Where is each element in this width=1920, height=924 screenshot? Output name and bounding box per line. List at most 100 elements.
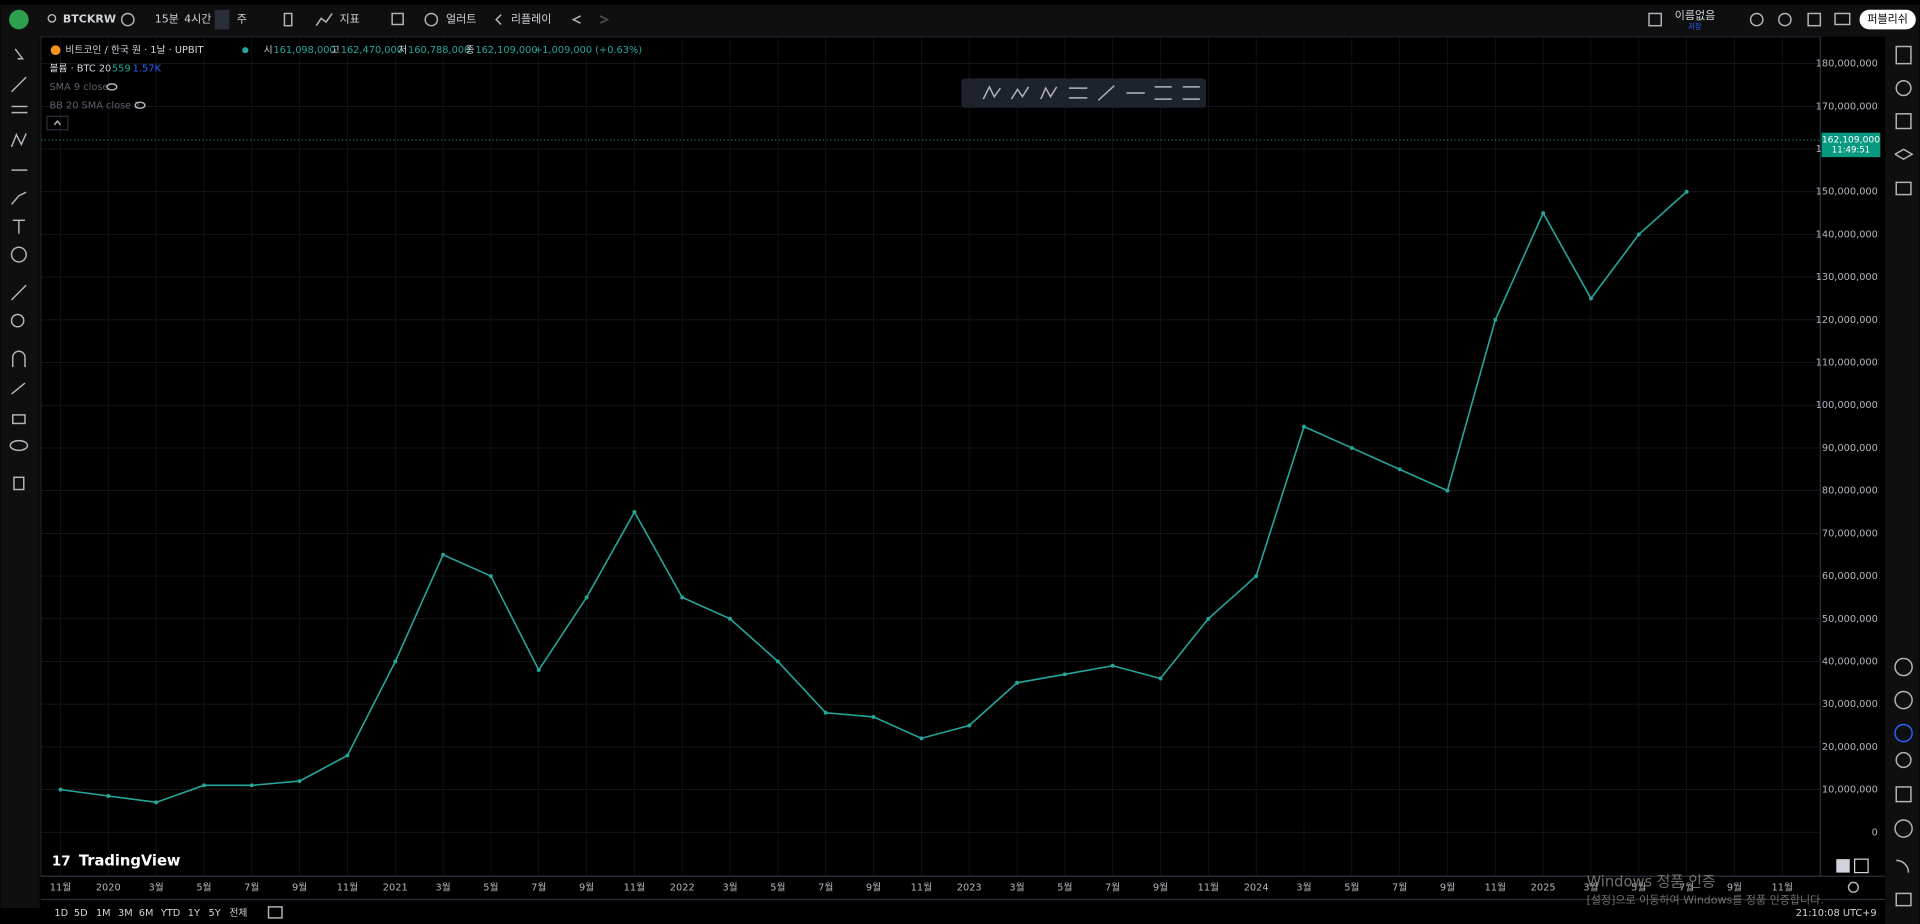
data-window[interactable] bbox=[1895, 113, 1912, 130]
redo[interactable] bbox=[599, 15, 610, 24]
explore[interactable] bbox=[1895, 751, 1912, 769]
x-tick-label: 2022 bbox=[670, 882, 695, 893]
settings-icon[interactable] bbox=[1778, 12, 1792, 27]
auto-scale[interactable] bbox=[1836, 859, 1850, 873]
range-button[interactable]: 전체 bbox=[229, 907, 247, 919]
price-point bbox=[1206, 616, 1211, 621]
market-status bbox=[242, 47, 249, 54]
range-button[interactable]: YTD bbox=[160, 908, 180, 919]
undo[interactable] bbox=[571, 15, 581, 24]
sma-indicator[interactable]: SMA 9 close bbox=[49, 82, 108, 93]
price-point bbox=[488, 574, 493, 579]
alerts[interactable] bbox=[1895, 80, 1912, 97]
y-tick-label: 180,000,000 bbox=[1816, 59, 1878, 70]
alert-button[interactable]: 얼러트 bbox=[446, 12, 476, 26]
left-toolbar bbox=[0, 36, 40, 909]
price-point bbox=[967, 723, 972, 728]
interval[interactable]: 주 bbox=[237, 13, 247, 26]
brush-tool[interactable] bbox=[10, 191, 27, 205]
x-tick-label: 9월 bbox=[292, 881, 307, 893]
x-tick-label: 7월 bbox=[818, 881, 833, 893]
layout-checkbox[interactable] bbox=[1648, 12, 1662, 27]
x-tick-label: 11월 bbox=[911, 881, 932, 893]
close-value: 162,109,000 bbox=[475, 45, 537, 56]
price-point bbox=[1445, 488, 1450, 493]
notifications[interactable] bbox=[1895, 892, 1912, 907]
tool[interactable] bbox=[1097, 85, 1115, 101]
cursor-tool[interactable] bbox=[14, 48, 25, 60]
layout-icon[interactable] bbox=[391, 12, 404, 26]
collapse-legend[interactable] bbox=[46, 115, 69, 131]
emoji-tool[interactable] bbox=[10, 246, 27, 263]
clock: 21:10:08 UTC+9 bbox=[1796, 908, 1877, 919]
date-range-icon[interactable] bbox=[267, 906, 283, 919]
chat[interactable] bbox=[1895, 181, 1912, 196]
log-scale[interactable] bbox=[1854, 858, 1869, 874]
tool[interactable] bbox=[1010, 86, 1030, 100]
magnet-tool[interactable] bbox=[12, 350, 26, 368]
sma-visibility[interactable] bbox=[106, 83, 118, 91]
avatar[interactable] bbox=[9, 9, 29, 30]
logo-mark: 17 bbox=[52, 855, 71, 870]
tool[interactable] bbox=[982, 85, 1001, 100]
range-button[interactable]: 6M bbox=[139, 908, 154, 919]
floating-tools bbox=[982, 85, 1200, 101]
publish-button[interactable] bbox=[1859, 9, 1916, 30]
apps[interactable] bbox=[1894, 690, 1913, 710]
interval[interactable]: 15분 bbox=[155, 13, 179, 26]
layout-name[interactable]: 이름없음 bbox=[1675, 9, 1715, 22]
interval-active[interactable] bbox=[214, 9, 230, 30]
low-value: 160,788,000 bbox=[408, 45, 470, 56]
snapshot-icon[interactable] bbox=[1834, 12, 1851, 26]
y-tick-label: 30,000,000 bbox=[1822, 699, 1878, 710]
range-button[interactable]: 1Y bbox=[188, 908, 200, 919]
stay-in-drawing[interactable] bbox=[11, 382, 26, 395]
calendar[interactable] bbox=[1895, 786, 1912, 803]
save-status[interactable]: 저장 bbox=[1688, 22, 1702, 31]
y-tick-label: 140,000,000 bbox=[1816, 229, 1878, 240]
x-tick-label: 9월 bbox=[1153, 881, 1168, 893]
delete-tool[interactable] bbox=[13, 476, 25, 491]
x-tick-label: 11월 bbox=[1485, 881, 1506, 893]
range-button[interactable]: 1M bbox=[96, 908, 111, 919]
open-label: 시 bbox=[264, 45, 273, 56]
range-button[interactable]: 3M bbox=[118, 908, 133, 919]
zoom-tool[interactable] bbox=[10, 313, 25, 328]
indicators-button[interactable]: 지표 bbox=[340, 13, 360, 26]
watchlist[interactable] bbox=[1895, 45, 1912, 65]
add-symbol[interactable] bbox=[120, 12, 135, 27]
y-tick-label: 60,000,000 bbox=[1822, 571, 1878, 582]
change-value: +1,009,000 (+0.63%) bbox=[534, 45, 642, 56]
ruler-tool[interactable] bbox=[11, 284, 27, 301]
bb-visibility[interactable] bbox=[134, 101, 146, 110]
lock-tool[interactable] bbox=[12, 414, 26, 425]
interval[interactable]: 4시간 bbox=[184, 13, 211, 26]
price-point bbox=[1684, 189, 1689, 194]
grid-menu[interactable] bbox=[1894, 819, 1913, 838]
price-point bbox=[1302, 424, 1306, 429]
symbol[interactable]: BTCKRW bbox=[63, 13, 116, 26]
translate[interactable] bbox=[1894, 657, 1913, 677]
range-button[interactable]: 5Y bbox=[209, 908, 221, 919]
feed[interactable] bbox=[1896, 859, 1910, 873]
range-button[interactable]: 1D bbox=[54, 908, 68, 919]
x-tick-label: 7월 bbox=[1105, 881, 1120, 893]
range-button[interactable]: 5D bbox=[74, 908, 88, 919]
price-point bbox=[202, 783, 206, 788]
assistant[interactable] bbox=[1894, 723, 1913, 743]
x-tick-label: 9월 bbox=[579, 881, 594, 893]
last-price-tag bbox=[1821, 132, 1881, 158]
chart-type-icon[interactable] bbox=[283, 12, 293, 27]
tool[interactable] bbox=[1040, 86, 1058, 100]
axis-settings[interactable] bbox=[1847, 881, 1860, 893]
zoom-icon[interactable] bbox=[1749, 12, 1764, 27]
bb-indicator[interactable]: BB 20 SMA close 2 bbox=[49, 100, 140, 111]
layers[interactable] bbox=[1894, 148, 1914, 160]
pattern-tool[interactable] bbox=[10, 132, 27, 148]
hide-tool[interactable] bbox=[9, 439, 29, 452]
trendline-tool[interactable] bbox=[11, 76, 27, 93]
fullscreen-icon[interactable] bbox=[1807, 12, 1822, 27]
replay-button[interactable]: 리플레이 bbox=[511, 13, 551, 26]
publish-label[interactable]: 퍼블리쉬 bbox=[1867, 13, 1907, 26]
